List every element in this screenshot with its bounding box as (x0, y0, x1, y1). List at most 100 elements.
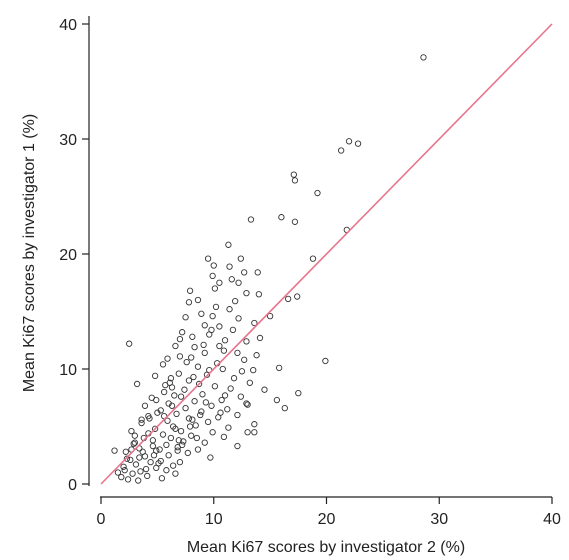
data-point (131, 439, 138, 446)
data-point (294, 293, 301, 300)
data-point (185, 299, 193, 306)
data-point (234, 442, 241, 450)
data-point (202, 399, 210, 406)
data-point (200, 341, 207, 348)
data-point (150, 452, 158, 459)
data-point (244, 401, 251, 408)
data-point (149, 442, 157, 450)
data-point (256, 334, 264, 342)
data-point (130, 440, 137, 447)
data-point (144, 472, 151, 480)
data-point (204, 418, 212, 426)
x-tick-label: 30 (430, 511, 448, 528)
data-point (189, 416, 196, 423)
data-point (114, 469, 122, 476)
data-point (182, 404, 189, 412)
data-point (177, 393, 185, 400)
data-point (111, 447, 118, 454)
data-point (188, 432, 195, 439)
data-point (225, 424, 232, 431)
data-point (172, 470, 179, 477)
data-point (176, 458, 184, 466)
data-point (193, 434, 200, 442)
data-point (209, 312, 216, 320)
data-point (232, 297, 239, 305)
data-point (209, 429, 216, 436)
data-point (210, 262, 217, 269)
data-point (209, 272, 216, 279)
data-point (194, 446, 202, 453)
data-point (226, 306, 233, 313)
data-point (420, 54, 427, 61)
data-point (212, 303, 220, 311)
data-point (251, 429, 258, 436)
data-point (138, 419, 145, 427)
data-point (194, 296, 202, 304)
data-point (235, 315, 242, 322)
data-point (198, 310, 205, 317)
data-point (124, 476, 132, 483)
data-point (273, 396, 281, 404)
data-point (290, 171, 297, 178)
data-point (261, 386, 268, 393)
x-tick-label: 0 (97, 511, 106, 528)
data-point (159, 431, 167, 438)
data-point (278, 214, 285, 221)
data-point (182, 314, 189, 321)
data-point (126, 340, 133, 347)
data-point (211, 383, 219, 390)
data-point (322, 357, 329, 365)
data-point (219, 365, 226, 373)
data-point (163, 441, 170, 449)
data-point (171, 392, 178, 399)
data-point (250, 366, 257, 374)
data-point (186, 423, 194, 430)
data-point (314, 189, 321, 197)
data-point (159, 361, 167, 368)
data-point (201, 322, 208, 329)
data-point (179, 441, 186, 449)
data-point (230, 375, 238, 382)
data-point (251, 421, 258, 428)
data-point (281, 404, 288, 412)
data-point (218, 396, 225, 404)
data-point (225, 241, 232, 248)
data-point (227, 385, 234, 392)
data-point (254, 269, 261, 276)
data-point (229, 326, 237, 334)
y-tick-label: 10 (59, 362, 77, 379)
data-point (295, 389, 302, 397)
data-point (170, 462, 177, 469)
data-point (133, 380, 141, 388)
y-tick-label: 40 (59, 17, 77, 34)
data-point (211, 285, 219, 292)
data-point (132, 461, 140, 468)
x-axis-title: Mean Ki67 scores by investigator 2 (%) (187, 539, 465, 556)
data-point (151, 372, 159, 380)
data-point (246, 379, 253, 386)
data-point (216, 279, 223, 286)
data-point (266, 312, 274, 320)
data-point (160, 388, 168, 396)
y-axis-ticks: 0 10 20 30 40 (59, 17, 89, 494)
data-point (241, 356, 248, 363)
data-point (176, 335, 184, 343)
data-point (129, 470, 136, 477)
data-point (198, 408, 205, 415)
data-point (181, 386, 188, 393)
data-point (247, 216, 255, 223)
data-point (162, 381, 169, 389)
data-point (149, 437, 157, 444)
data-point (226, 263, 233, 270)
data-point (131, 432, 138, 439)
data-point (216, 342, 223, 350)
data-point (255, 291, 262, 298)
data-point (141, 402, 149, 409)
data-point (191, 398, 198, 405)
data-point (139, 448, 146, 455)
data-point (285, 295, 292, 302)
x-axis-ticks: 0 10 20 30 40 (97, 497, 561, 528)
data-point (192, 422, 199, 429)
y-tick-label: 0 (68, 477, 77, 494)
data-point (235, 279, 242, 286)
